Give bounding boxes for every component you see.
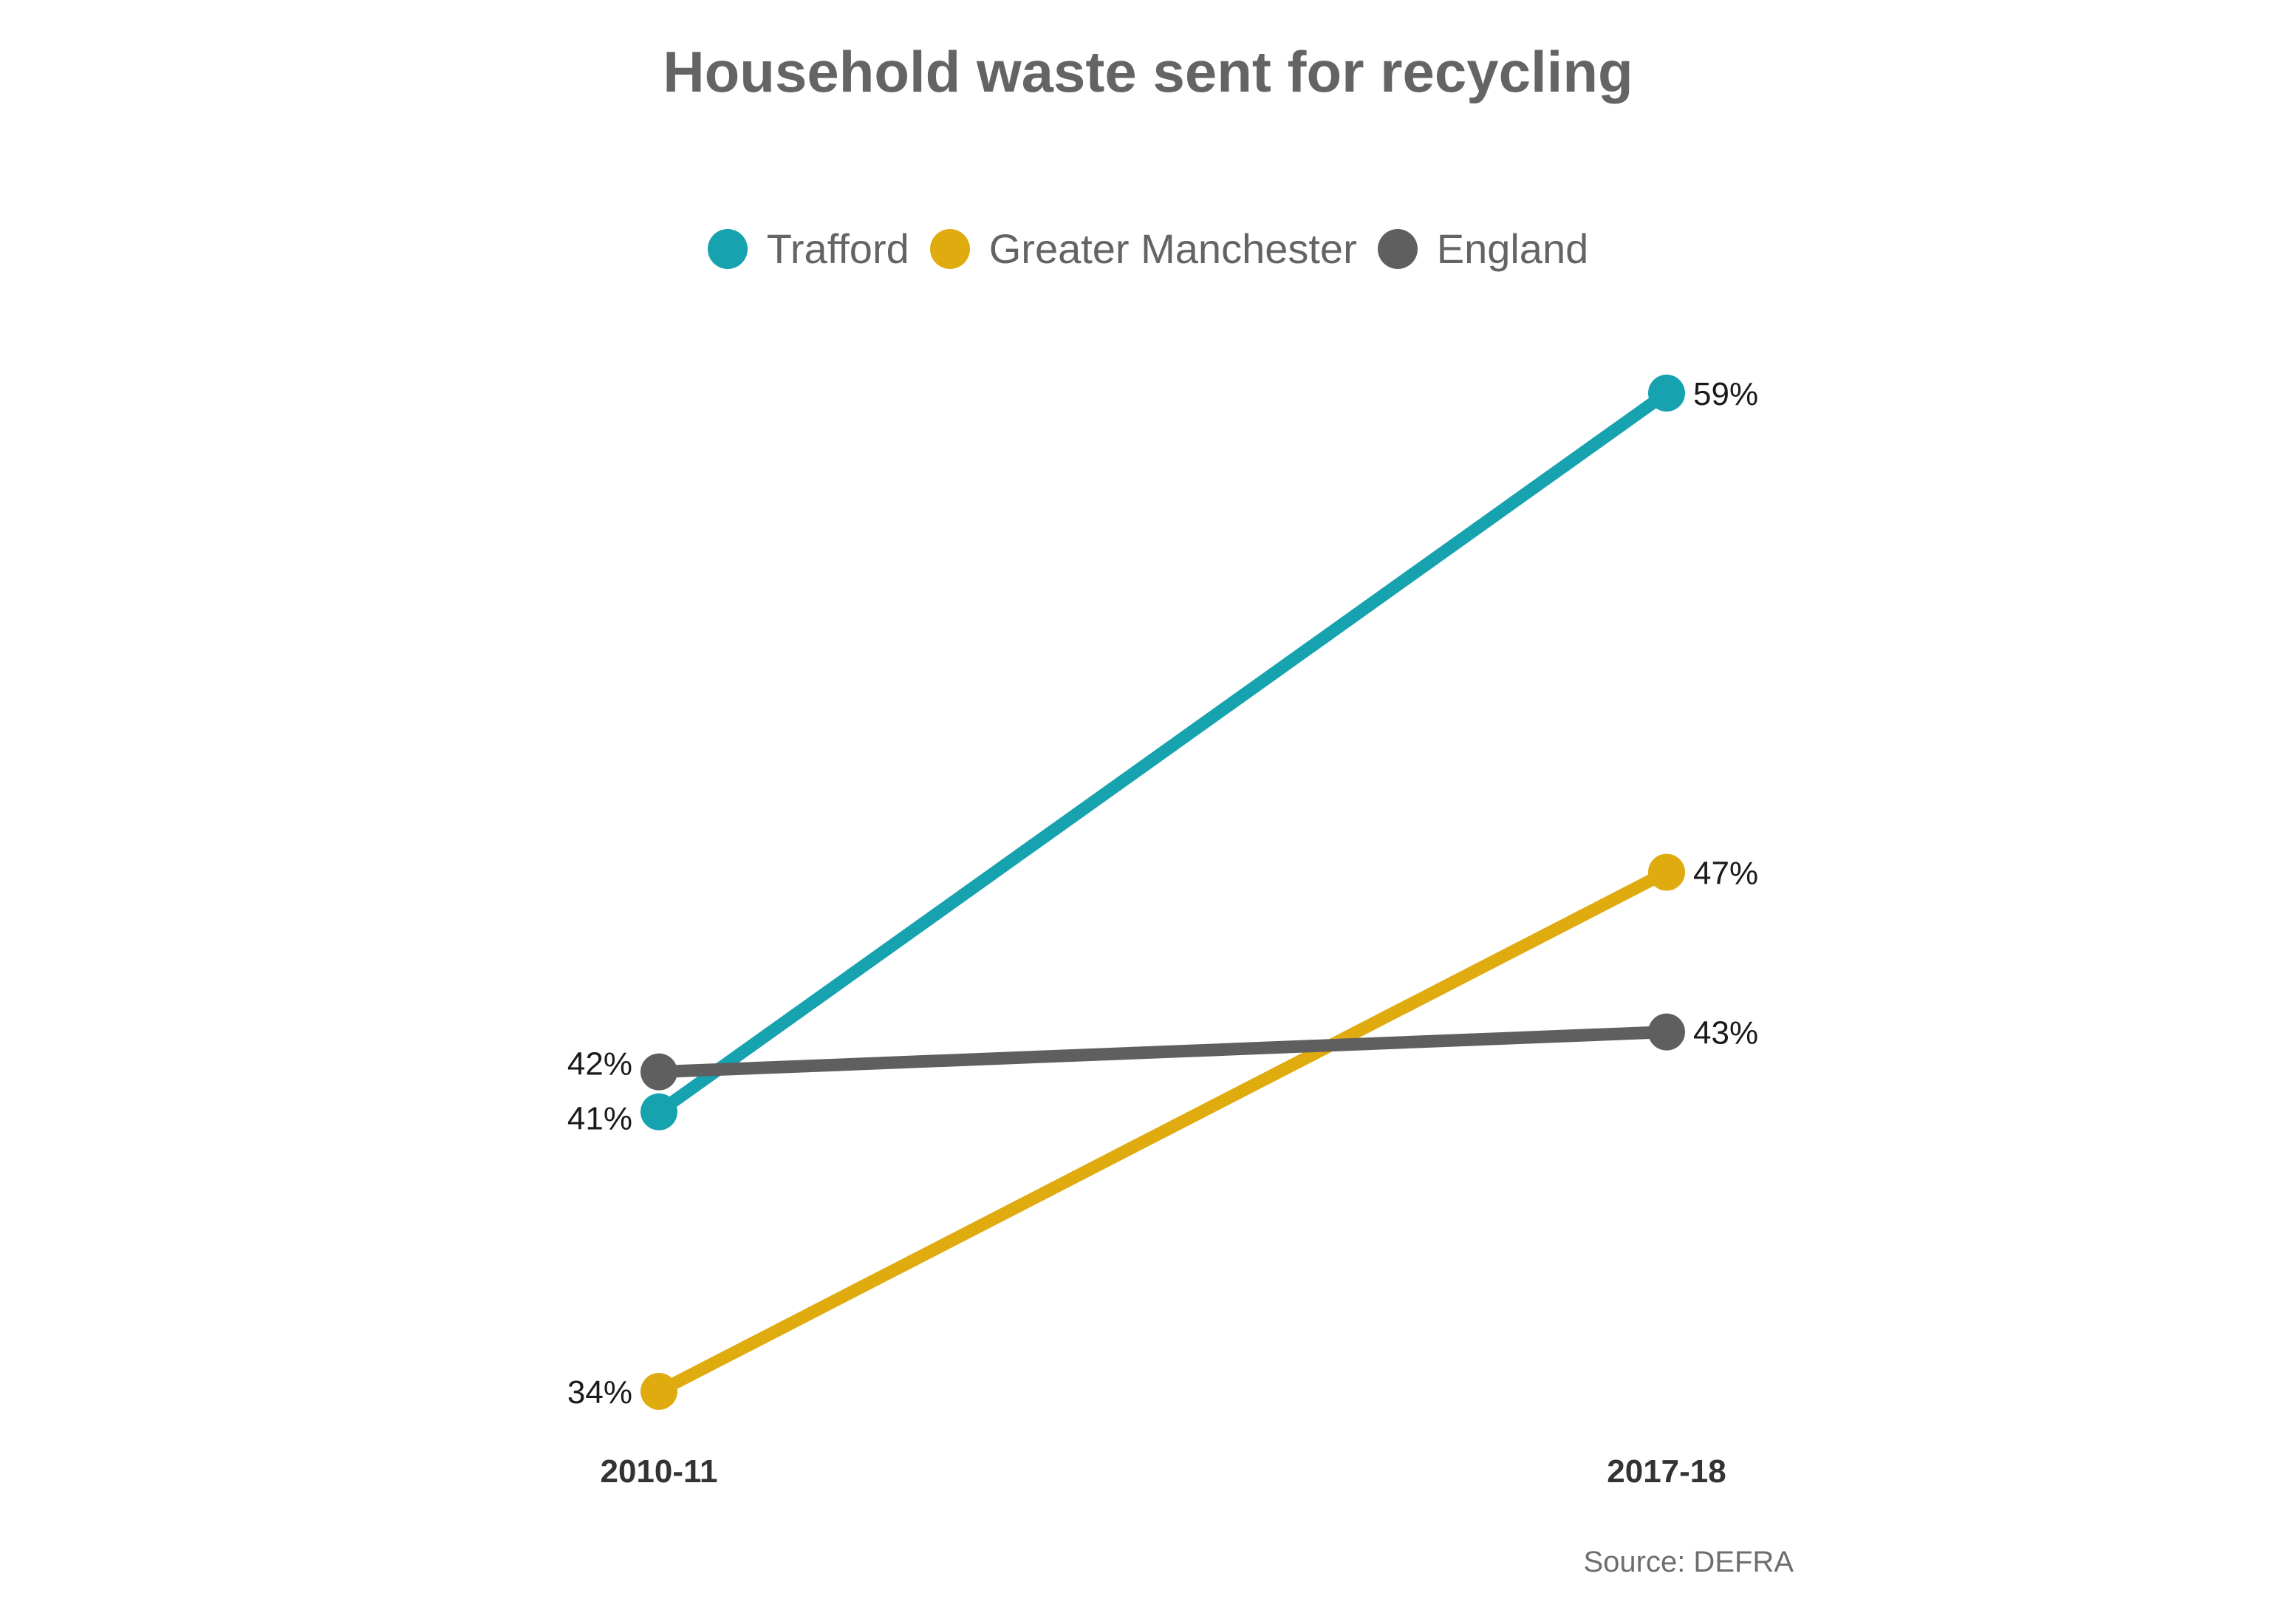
legend: Trafford Greater Manchester England <box>0 225 2296 273</box>
point-england-2017-18 <box>1648 1013 1685 1051</box>
legend-label-england: England <box>1436 225 1589 272</box>
legend-swatch-greater-manchester <box>929 228 970 269</box>
chart-title: Household waste sent for recycling <box>663 39 1633 104</box>
value-label-england-2017-18: 43% <box>1693 1015 1758 1051</box>
legend-item-england: England <box>1377 225 1589 273</box>
x-tick-label-2017-18: 2017-18 <box>1607 1453 1726 1490</box>
legend-swatch-england <box>1377 228 1418 269</box>
series-line-greater-manchester <box>652 865 1673 1398</box>
series-line-england <box>652 1026 1673 1079</box>
value-label-greater-manchester-2017-18: 47% <box>1693 855 1758 891</box>
legend-swatch-trafford <box>707 228 748 269</box>
value-label-greater-manchester-2010-11: 34% <box>567 1374 632 1411</box>
point-england-2010-11 <box>640 1053 677 1091</box>
legend-label-greater-manchester: Greater Manchester <box>988 225 1357 272</box>
value-label-trafford-2017-18: 59% <box>1693 376 1758 412</box>
legend-item-greater-manchester: Greater Manchester <box>929 225 1357 273</box>
point-trafford-2010-11 <box>640 1093 677 1131</box>
value-label-england-2010-11: 42% <box>567 1046 632 1082</box>
point-greater-manchester-2010-11 <box>640 1373 677 1410</box>
x-tick-label-2010-11: 2010-11 <box>600 1453 717 1490</box>
point-greater-manchester-2017-18 <box>1648 853 1685 891</box>
source-note: Source: DEFRA <box>1583 1546 1794 1578</box>
series-line-trafford <box>652 386 1673 1119</box>
point-trafford-2017-18 <box>1648 375 1685 412</box>
legend-item-trafford: Trafford <box>707 225 909 273</box>
legend-label-trafford: Trafford <box>766 225 909 272</box>
value-label-trafford-2010-11: 41% <box>567 1101 632 1137</box>
